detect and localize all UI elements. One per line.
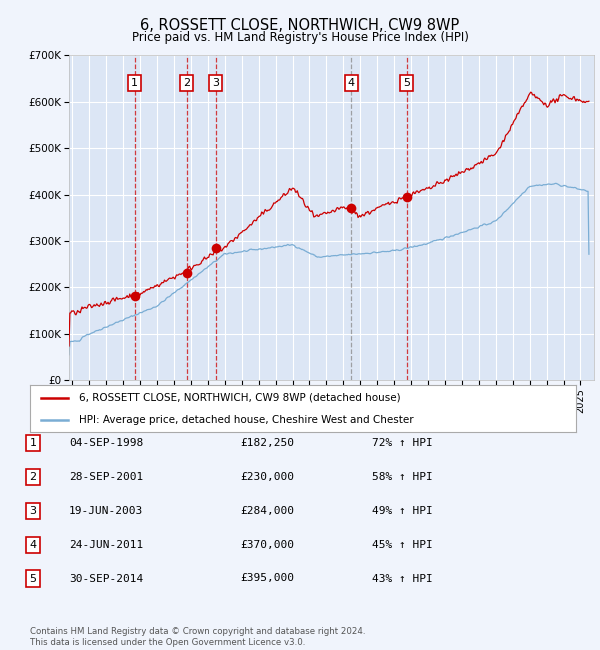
Text: £395,000: £395,000 bbox=[240, 573, 294, 584]
Text: 6, ROSSETT CLOSE, NORTHWICH, CW9 8WP (detached house): 6, ROSSETT CLOSE, NORTHWICH, CW9 8WP (de… bbox=[79, 393, 401, 403]
Text: 49% ↑ HPI: 49% ↑ HPI bbox=[372, 506, 433, 516]
Text: £370,000: £370,000 bbox=[240, 540, 294, 550]
Text: 4: 4 bbox=[29, 540, 37, 550]
Text: HPI: Average price, detached house, Cheshire West and Chester: HPI: Average price, detached house, Ches… bbox=[79, 415, 414, 425]
Text: 6, ROSSETT CLOSE, NORTHWICH, CW9 8WP: 6, ROSSETT CLOSE, NORTHWICH, CW9 8WP bbox=[140, 18, 460, 32]
Text: 3: 3 bbox=[29, 506, 37, 516]
Text: 19-JUN-2003: 19-JUN-2003 bbox=[69, 506, 143, 516]
Text: 1: 1 bbox=[29, 438, 37, 448]
Text: £182,250: £182,250 bbox=[240, 438, 294, 448]
Text: Contains HM Land Registry data © Crown copyright and database right 2024.
This d: Contains HM Land Registry data © Crown c… bbox=[30, 627, 365, 647]
Text: £230,000: £230,000 bbox=[240, 472, 294, 482]
Text: 24-JUN-2011: 24-JUN-2011 bbox=[69, 540, 143, 550]
Text: 30-SEP-2014: 30-SEP-2014 bbox=[69, 573, 143, 584]
Text: 3: 3 bbox=[212, 78, 220, 88]
Text: 43% ↑ HPI: 43% ↑ HPI bbox=[372, 573, 433, 584]
Text: Price paid vs. HM Land Registry's House Price Index (HPI): Price paid vs. HM Land Registry's House … bbox=[131, 31, 469, 44]
Text: 2: 2 bbox=[183, 78, 190, 88]
Text: 5: 5 bbox=[29, 573, 37, 584]
Text: 45% ↑ HPI: 45% ↑ HPI bbox=[372, 540, 433, 550]
Text: 04-SEP-1998: 04-SEP-1998 bbox=[69, 438, 143, 448]
Text: 2: 2 bbox=[29, 472, 37, 482]
Text: £284,000: £284,000 bbox=[240, 506, 294, 516]
Text: 4: 4 bbox=[348, 78, 355, 88]
Text: 5: 5 bbox=[403, 78, 410, 88]
Text: 1: 1 bbox=[131, 78, 138, 88]
Text: 28-SEP-2001: 28-SEP-2001 bbox=[69, 472, 143, 482]
Text: 72% ↑ HPI: 72% ↑ HPI bbox=[372, 438, 433, 448]
Text: 58% ↑ HPI: 58% ↑ HPI bbox=[372, 472, 433, 482]
